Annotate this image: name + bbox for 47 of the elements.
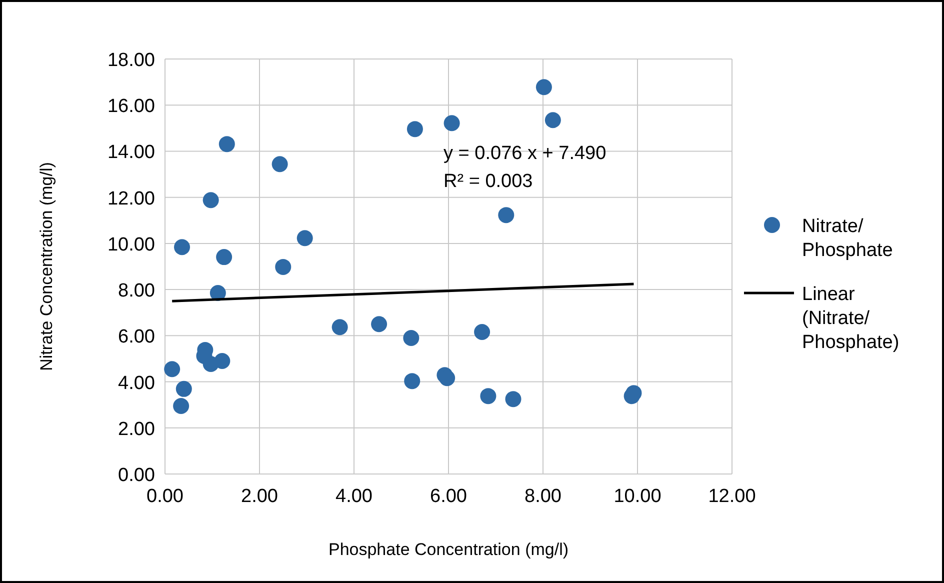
annotation: y = 0.076 x + 7.490 <box>444 143 606 164</box>
legend-label: Nitrate/Phosphate <box>802 216 893 261</box>
point <box>214 353 230 370</box>
x-tick-label: 6.00 <box>430 486 467 507</box>
point <box>403 330 420 346</box>
x-tick-label: 8.00 <box>524 486 562 507</box>
point <box>544 112 561 128</box>
point <box>332 319 348 336</box>
y-tick-label: 6.00 <box>118 326 155 348</box>
y-tick-label: 2.00 <box>118 418 155 440</box>
point <box>202 192 219 208</box>
point <box>474 324 490 340</box>
y-axis-title: Nitrate Concentration (mg/l) <box>37 162 56 371</box>
y-tick-label: 4.00 <box>118 372 155 394</box>
point <box>536 79 552 96</box>
point <box>480 388 496 404</box>
point <box>439 370 456 386</box>
y-tick-label: 10.00 <box>107 234 155 256</box>
point <box>176 380 192 397</box>
y-tick-label: 12.00 <box>107 188 155 210</box>
x-tick-label: 4.00 <box>336 486 372 507</box>
point <box>296 230 313 246</box>
x-tick-label: 12.00 <box>708 486 756 507</box>
point <box>174 239 190 256</box>
point <box>173 398 190 414</box>
y-tick-label: 16.00 <box>107 96 155 118</box>
y-tick-label: 14.00 <box>107 142 155 164</box>
point <box>371 316 388 332</box>
x-tick-label: 10.00 <box>614 486 662 507</box>
legend-label: Linear (Nitrate/Phosphate) <box>802 284 900 353</box>
point <box>218 136 235 152</box>
point <box>164 361 180 378</box>
point <box>505 391 522 408</box>
x-axis-title: Phosphate Concentration (mg/l) <box>328 540 569 559</box>
annotation: R² = 0.003 <box>444 171 533 192</box>
point <box>406 121 423 138</box>
point <box>498 207 514 224</box>
point <box>444 115 460 132</box>
x-tick-label: 0.00 <box>146 486 184 507</box>
point <box>272 156 288 172</box>
x-tick-label: 2.00 <box>241 486 278 507</box>
y-tick-label: 18.00 <box>107 50 155 71</box>
y-tick-label: 0.00 <box>118 465 155 486</box>
point <box>275 258 292 275</box>
y-tick-label: 8.00 <box>118 280 155 302</box>
point <box>404 373 420 390</box>
point <box>216 249 232 266</box>
